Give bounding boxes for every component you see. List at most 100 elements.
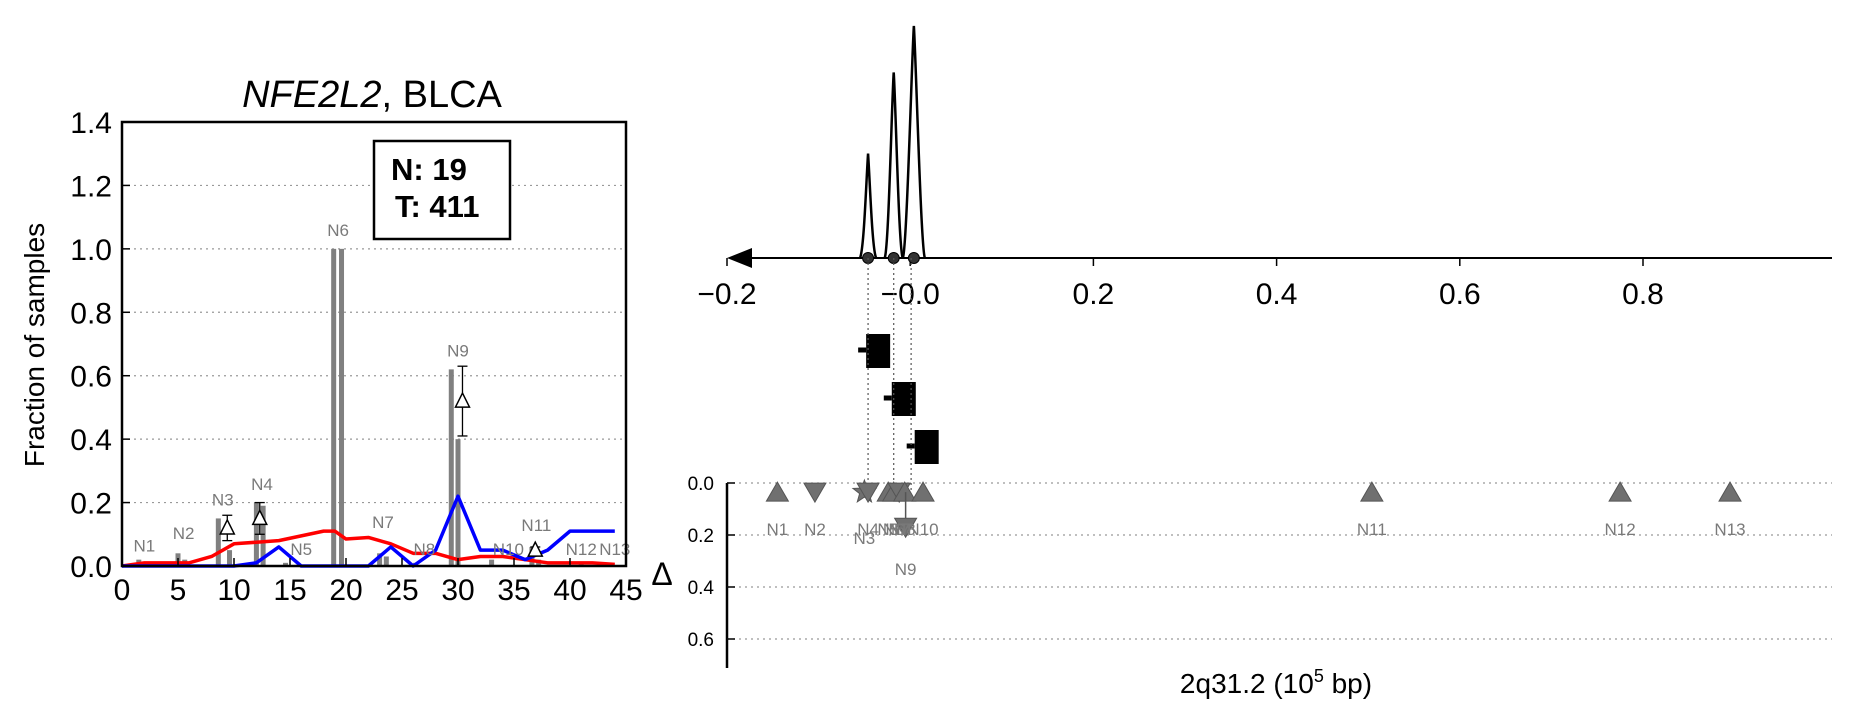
left-x-tick-label: 20: [329, 574, 362, 607]
right-peak-panel: −0.2 −0.0 0.2 0.4 0.6 0.8: [697, 25, 1832, 490]
left-bar: [283, 562, 289, 566]
left-x-tick-label: 40: [553, 574, 586, 607]
left-gene-label: N3: [212, 491, 234, 510]
delta-y-tick-label: 0.2: [688, 526, 714, 547]
tumor-count-label: T: 411: [395, 189, 479, 224]
left-x-ticks: 0 5 10 15 20 25 30 35 40 45: [114, 558, 643, 607]
left-x-tick-label: 35: [497, 574, 530, 607]
up-triangle-icon: [1608, 481, 1632, 502]
delta-point-label: N12: [1605, 520, 1636, 539]
delta-point-label: N13: [1714, 520, 1745, 539]
delta-point-label: N7: [888, 520, 910, 539]
peak-curves: [858, 25, 927, 259]
left-bar: [455, 439, 461, 566]
left-y-tick-label: 0.8: [70, 297, 112, 330]
peak-curve: [901, 25, 927, 259]
left-series-line: [121, 529, 615, 568]
left-bar: [377, 553, 383, 566]
left-bar: [331, 248, 337, 566]
coordinate-tick-label: −0.2: [697, 278, 756, 311]
left-y-tick-label: 0.0: [70, 551, 112, 584]
axis-arrow-icon: [727, 248, 752, 268]
left-gene-labels: N1 N2 N3 N4 N5 N6 N7 N8 N9 N10 N11 N12 N13: [134, 221, 631, 559]
left-y-tick-label: 1.0: [70, 234, 112, 267]
delta-point-label: N8: [894, 520, 916, 539]
left-y-tick-label: 0.2: [70, 488, 112, 521]
left-y-tick-label: 0.6: [70, 361, 112, 394]
coordinate-ticks: −0.2 −0.0 0.2 0.4 0.6 0.8: [697, 258, 1664, 311]
delta-marker-icon: [219, 518, 236, 535]
left-x-tick-label: 45: [609, 574, 642, 607]
left-y-tick-label: 0.4: [70, 424, 112, 457]
left-bar: [339, 248, 345, 566]
left-x-tick-label: 10: [217, 574, 250, 607]
delta-point-label: N11: [1357, 520, 1387, 539]
left-y-tick-label: 1.4: [70, 107, 112, 140]
peak-dot: [907, 252, 920, 264]
left-bar: [383, 556, 389, 566]
delta-y-ticks: 0.0 0.2 0.4 0.6: [688, 474, 735, 651]
delta-marker-icon: [454, 391, 471, 408]
region-squares: [858, 334, 939, 464]
delta-point-label: N9: [895, 560, 917, 579]
peak-curve: [883, 72, 904, 259]
down-triangle-icon: [856, 482, 880, 504]
count-legend-box: N: 19 T: 411: [372, 139, 512, 241]
coordinate-tick-label: 0.6: [1439, 278, 1481, 311]
delta-y-axis-label: Δ: [651, 556, 672, 592]
left-gene-label: N4: [251, 475, 273, 494]
left-bar: [448, 369, 454, 566]
region-square: [891, 382, 916, 416]
genomic-x-axis-label: 2q31.2 (105 bp): [1180, 666, 1372, 699]
delta-point-label: N1: [767, 520, 789, 539]
left-gene-label: N8: [414, 540, 436, 559]
left-bar: [489, 559, 495, 566]
left-x-tick-label: 30: [441, 574, 474, 607]
left-gene-label: N5: [290, 540, 312, 559]
coordinate-tick-label: 0.4: [1256, 278, 1298, 311]
left-x-tick-label: 25: [385, 574, 418, 607]
delta-point-label: N6: [883, 520, 905, 539]
left-gene-label: N1: [134, 537, 156, 556]
peak-curve: [858, 153, 878, 259]
region-square: [866, 334, 891, 368]
delta-marker-icon: [251, 508, 268, 526]
down-triangle-icon: [893, 517, 918, 539]
left-x-tick-label: 5: [170, 574, 187, 607]
peak-guide-lines: [867, 258, 912, 490]
coordinate-tick-label: −0.0: [881, 278, 940, 311]
left-delta-markers: [219, 365, 544, 557]
left-gene-label: N10: [493, 540, 524, 559]
delta-point-label: N3: [854, 529, 876, 548]
delta-point-label: N10: [907, 520, 938, 539]
coordinate-tick-label: 0.2: [1073, 278, 1115, 311]
delta-point-label: N5: [877, 520, 899, 539]
left-gene-label: N6: [327, 221, 349, 240]
left-gene-label: N11: [521, 516, 551, 535]
left-gene-label: N13: [599, 540, 630, 559]
delta-marker-icon: [527, 540, 544, 557]
up-triangle-icon: [892, 481, 917, 502]
down-triangle-icon: [803, 482, 827, 504]
left-y-ticks: 0.0 0.2 0.4 0.6 0.8 1.0 1.2 1.4: [70, 107, 130, 584]
left-bar: [215, 518, 221, 566]
left-y-axis-label: Fraction of samples: [19, 223, 50, 467]
normal-count-label: N: 19: [391, 152, 467, 187]
up-triangle-icon: [1359, 481, 1384, 502]
left-gene-label: N12: [566, 540, 597, 559]
left-chart-title: NFE2L2, BLCA: [242, 74, 502, 116]
delta-y-tick-label: 0.0: [688, 474, 714, 495]
left-gene-label: N2: [173, 524, 195, 543]
coordinate-tick-label: 0.8: [1622, 278, 1664, 311]
left-chart-panel: NFE2L2, BLCA Fraction of samples N1 N2 N3 N…: [19, 74, 643, 607]
up-triangle-icon: [911, 481, 935, 502]
region-square: [914, 430, 939, 464]
delta-y-tick-label: 0.6: [688, 630, 714, 651]
delta-point-label: N4: [857, 520, 879, 539]
left-y-tick-label: 1.2: [70, 170, 112, 203]
left-bar: [227, 550, 233, 566]
left-x-tick-label: 15: [273, 574, 306, 607]
